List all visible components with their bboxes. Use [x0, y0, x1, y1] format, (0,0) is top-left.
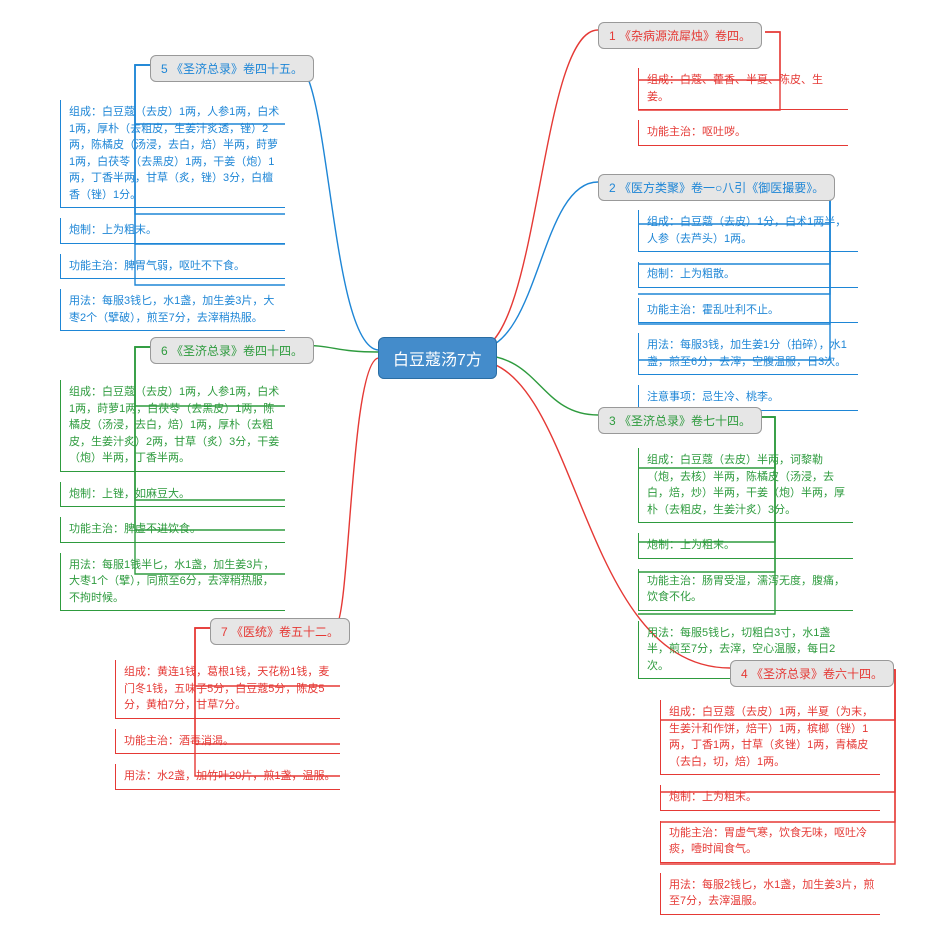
- branch-3-item-2: 功能主治：肠胃受湿，濡泻无度，腹痛，饮食不化。: [638, 569, 853, 611]
- branch-6-item-1: 炮制：上锉，如麻豆大。: [60, 482, 285, 508]
- branch-7-item-2: 用法：水2盏，加竹叶20片，煎1盏，温服。: [115, 764, 340, 790]
- branch-4-title[interactable]: 4 《圣济总录》卷六十四。: [730, 660, 894, 687]
- branch-5-title[interactable]: 5 《圣济总录》卷四十五。: [150, 55, 314, 82]
- branch-4-item-1: 炮制：上为粗末。: [660, 785, 880, 811]
- branch-7-details: 组成：黄连1钱，葛根1钱，天花粉1钱，麦门冬1钱，五味子5分，白豆蔻5分，陈皮5…: [115, 660, 340, 800]
- branch-2-title[interactable]: 2 《医方类聚》卷一○八引《御医撮要》。: [598, 174, 835, 201]
- branch-4-item-2: 功能主治：胃虚气寒，饮食无味，呕吐冷痰，噎时闻食气。: [660, 821, 880, 863]
- branch-6-item-3: 用法：每服1钱半匕，水1盏，加生姜3片，大枣1个（擘），同煎至6分，去滓稍热服，…: [60, 553, 285, 612]
- branch-3-item-0: 组成：白豆蔻（去皮）半两，诃黎勒（炮，去核）半两，陈橘皮（汤浸，去白，焙，炒）半…: [638, 448, 853, 523]
- branch-4-item-0: 组成：白豆蔻（去皮）1两，半夏（为末，生姜汁和作饼，焙干）1两，槟榔（锉）1两，…: [660, 700, 880, 775]
- branch-2-item-2: 功能主治：霍乱吐利不止。: [638, 298, 858, 324]
- branch-2-item-0: 组成：白豆蔻（去皮）1分，白术1两半，人参（去芦头）1两。: [638, 210, 858, 252]
- branch-3-title[interactable]: 3 《圣济总录》卷七十四。: [598, 407, 762, 434]
- branch-1-item-1: 功能主治：呕吐哕。: [638, 120, 848, 146]
- branch-2-details: 组成：白豆蔻（去皮）1分，白术1两半，人参（去芦头）1两。炮制：上为粗散。功能主…: [638, 210, 858, 421]
- branch-2-item-1: 炮制：上为粗散。: [638, 262, 858, 288]
- branch-3-item-1: 炮制：上为粗末。: [638, 533, 853, 559]
- branch-6-title[interactable]: 6 《圣济总录》卷四十四。: [150, 337, 314, 364]
- branch-6-item-2: 功能主治：脾虚不进饮食。: [60, 517, 285, 543]
- branch-1-title[interactable]: 1 《杂病源流犀烛》卷四。: [598, 22, 762, 49]
- branch-1-item-0: 组成：白蔻、藿香、半夏、陈皮、生姜。: [638, 68, 848, 110]
- branch-5-details: 组成：白豆蔻（去皮）1两，人参1两，白术1两，厚朴（去粗皮，生姜汁炙透，锉）2两…: [60, 100, 285, 341]
- branch-7-title[interactable]: 7 《医统》卷五十二。: [210, 618, 350, 645]
- branch-3-details: 组成：白豆蔻（去皮）半两，诃黎勒（炮，去核）半两，陈橘皮（汤浸，去白，焙，炒）半…: [638, 448, 853, 689]
- branch-1-details: 组成：白蔻、藿香、半夏、陈皮、生姜。功能主治：呕吐哕。: [638, 68, 848, 156]
- mindmap-root[interactable]: 白豆蔻汤7方: [378, 337, 497, 379]
- branch-5-item-0: 组成：白豆蔻（去皮）1两，人参1两，白术1两，厚朴（去粗皮，生姜汁炙透，锉）2两…: [60, 100, 285, 208]
- branch-5-item-2: 功能主治：脾胃气弱，呕吐不下食。: [60, 254, 285, 280]
- branch-5-item-3: 用法：每服3钱匕，水1盏，加生姜3片，大枣2个（擘破），煎至7分，去滓稍热服。: [60, 289, 285, 331]
- branch-6-item-0: 组成：白豆蔻（去皮）1两，人参1两，白术1两，莳萝1两，白茯苓（去黑皮）1两，陈…: [60, 380, 285, 472]
- branch-4-details: 组成：白豆蔻（去皮）1两，半夏（为末，生姜汁和作饼，焙干）1两，槟榔（锉）1两，…: [660, 700, 880, 925]
- branch-4-item-3: 用法：每服2钱匕，水1盏，加生姜3片，煎至7分，去滓温服。: [660, 873, 880, 915]
- branch-7-item-0: 组成：黄连1钱，葛根1钱，天花粉1钱，麦门冬1钱，五味子5分，白豆蔻5分，陈皮5…: [115, 660, 340, 719]
- branch-2-item-3: 用法：每服3钱，加生姜1分（拍碎），水1盏，煎至6分，去滓，空腹温服，日3次。: [638, 333, 858, 375]
- branch-7-item-1: 功能主治：酒毒消渴。: [115, 729, 340, 755]
- branch-6-details: 组成：白豆蔻（去皮）1两，人参1两，白术1两，莳萝1两，白茯苓（去黑皮）1两，陈…: [60, 380, 285, 621]
- branch-5-item-1: 炮制：上为粗末。: [60, 218, 285, 244]
